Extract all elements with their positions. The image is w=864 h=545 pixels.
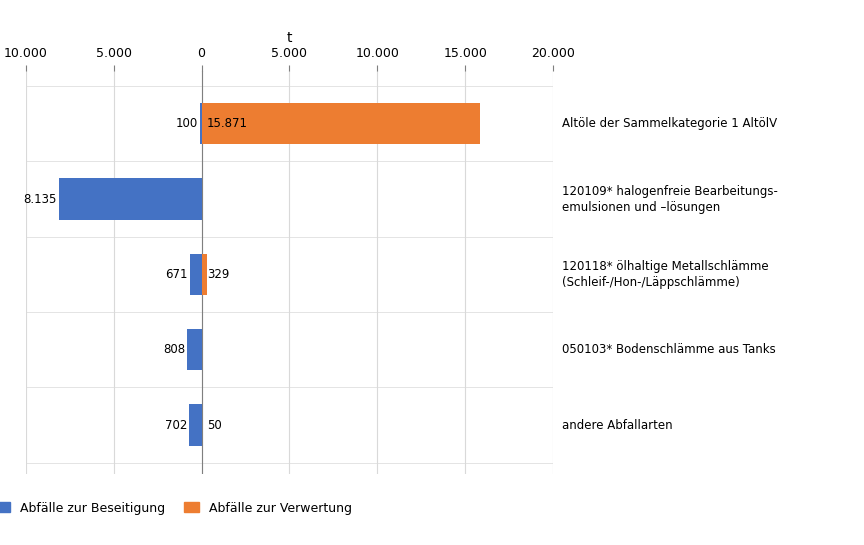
Text: andere Abfallarten: andere Abfallarten xyxy=(562,419,672,432)
Text: 15.871: 15.871 xyxy=(206,117,248,130)
Text: 671: 671 xyxy=(166,268,188,281)
Text: 120118* ölhaltige Metallschlämme
(Schleif-/Hon-/Läppschlämme): 120118* ölhaltige Metallschlämme (Schlei… xyxy=(562,260,768,289)
Text: 100: 100 xyxy=(176,117,198,130)
Bar xyxy=(201,103,480,144)
Legend: Abfälle zur Beseitigung, Abfälle zur Verwertung: Abfälle zur Beseitigung, Abfälle zur Ver… xyxy=(0,496,357,519)
Bar xyxy=(190,253,201,295)
Text: 808: 808 xyxy=(163,343,186,356)
Text: 329: 329 xyxy=(206,268,229,281)
Text: 120109* halogenfreie Bearbeitungs-
emulsionen und –lösungen: 120109* halogenfreie Bearbeitungs- emuls… xyxy=(562,185,778,214)
Text: 050103* Bodenschlämme aus Tanks: 050103* Bodenschlämme aus Tanks xyxy=(562,343,776,356)
Bar xyxy=(189,404,201,446)
Bar xyxy=(201,404,202,446)
X-axis label: t: t xyxy=(287,31,292,45)
Text: Altöle der Sammelkategorie 1 AltölV: Altöle der Sammelkategorie 1 AltölV xyxy=(562,117,777,130)
Text: 8.135: 8.135 xyxy=(23,192,57,205)
Text: 50: 50 xyxy=(206,419,222,432)
Text: 702: 702 xyxy=(165,419,187,432)
Bar xyxy=(201,253,207,295)
Bar xyxy=(187,329,201,371)
Bar xyxy=(59,178,201,220)
Bar xyxy=(200,103,201,144)
